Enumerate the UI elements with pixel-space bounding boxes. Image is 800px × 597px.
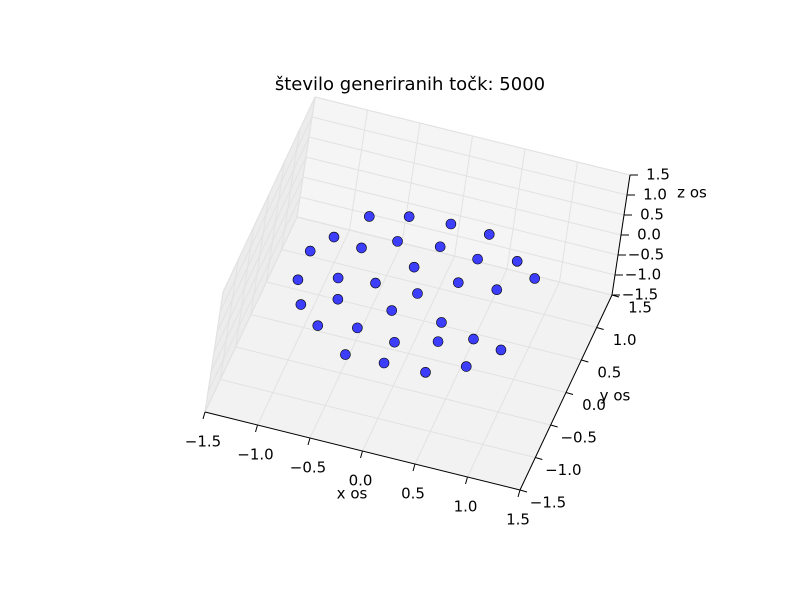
y-tick-label: 1.0 — [613, 331, 637, 349]
grid-line — [302, 176, 619, 256]
point — [436, 317, 447, 328]
grid-line — [296, 216, 613, 296]
x-tick-label: 0.0 — [349, 472, 373, 490]
point — [491, 284, 503, 296]
point — [432, 336, 444, 347]
point — [453, 277, 464, 288]
point — [408, 261, 420, 273]
grid-line — [250, 314, 567, 393]
point — [434, 241, 446, 253]
z-tick-label: −1.5 — [622, 286, 658, 304]
z-tick-label: −0.5 — [628, 246, 664, 264]
point — [483, 229, 495, 240]
grid-line — [235, 346, 551, 426]
point — [378, 357, 390, 369]
z-axis-label: z os — [677, 184, 707, 202]
grid-line — [281, 249, 597, 328]
point — [352, 322, 363, 334]
z-tick-label: 0.0 — [637, 226, 661, 244]
point — [332, 272, 344, 284]
grid-line — [299, 196, 616, 276]
point — [386, 305, 398, 316]
grid-line — [314, 96, 631, 176]
z-axis-line — [611, 174, 631, 296]
grid-line — [210, 176, 304, 373]
grid-line — [204, 216, 298, 413]
y-tick — [535, 457, 543, 460]
y-tick — [550, 424, 558, 428]
z-tick-label: 0.5 — [640, 206, 664, 224]
point — [468, 333, 479, 345]
point — [332, 293, 344, 305]
point — [292, 274, 304, 286]
x-tick-label: −1.0 — [237, 446, 273, 464]
grid-line — [216, 136, 310, 333]
z-tick-label: 1.0 — [643, 186, 667, 204]
x-tick — [202, 411, 206, 420]
point — [370, 277, 381, 289]
point — [412, 288, 423, 299]
x-axis-label: x os — [337, 485, 368, 503]
point — [420, 367, 431, 378]
grid-line — [213, 156, 307, 353]
x-tick — [465, 476, 468, 485]
point — [529, 273, 541, 284]
y-tick-label: 0.0 — [582, 396, 606, 414]
grid-line — [219, 116, 313, 313]
point — [392, 236, 403, 247]
point — [389, 336, 400, 348]
y-axis-label: y os — [600, 387, 631, 405]
point — [472, 253, 483, 265]
x-tick — [255, 424, 258, 433]
x-tick-label: 0.5 — [401, 485, 425, 503]
x-tick-label: −1.5 — [185, 433, 221, 451]
grid-line — [207, 196, 301, 393]
point — [312, 320, 324, 331]
x-tick — [517, 489, 521, 498]
z-tick-label: −1.0 — [625, 266, 661, 284]
point — [328, 231, 340, 243]
y-tick — [596, 327, 604, 330]
point — [403, 211, 415, 222]
x-axis-line — [204, 411, 521, 491]
y-tick — [565, 392, 574, 395]
point — [356, 242, 367, 254]
grid-line — [220, 379, 536, 458]
x-tick — [360, 450, 363, 459]
grid-line — [305, 156, 622, 236]
y-tick-label: −1.5 — [530, 494, 566, 512]
x-tick-label: −0.5 — [290, 459, 326, 477]
point — [304, 245, 316, 257]
point — [364, 211, 375, 222]
point — [511, 256, 523, 267]
y-tick-label: 0.5 — [597, 364, 621, 382]
x-tick — [307, 437, 311, 446]
grid-line — [308, 136, 625, 216]
y-tick-label: −0.5 — [560, 429, 596, 447]
y-axis-line — [519, 294, 613, 491]
x-tick-label: 1.5 — [506, 511, 530, 529]
y-tick — [581, 359, 589, 363]
y-tick — [519, 489, 528, 493]
point — [495, 344, 507, 356]
grid-line — [311, 116, 628, 196]
x-tick-label: 1.0 — [454, 498, 478, 516]
chart-title: število generiranih točk: 5000 — [275, 74, 545, 95]
z-tick-label: 1.5 — [646, 166, 670, 184]
point — [460, 361, 472, 372]
point — [340, 349, 351, 360]
x-tick — [412, 463, 416, 472]
point — [445, 218, 457, 230]
y-tick-label: −1.0 — [545, 461, 581, 479]
grid-line — [266, 281, 582, 361]
grid-line — [222, 96, 316, 293]
point — [295, 299, 307, 310]
y-tick-label: 1.5 — [628, 299, 652, 317]
